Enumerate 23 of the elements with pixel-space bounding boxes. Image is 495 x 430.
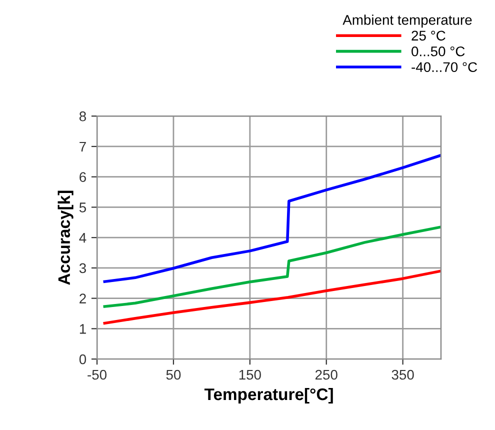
line-series bbox=[103, 270, 442, 325]
y-tick-label: 5 bbox=[79, 202, 86, 212]
y-tick-label: 7 bbox=[80, 142, 86, 152]
x-tick-label: -50 bbox=[88, 370, 107, 380]
y-tick-label: 8 bbox=[79, 111, 86, 122]
y-tick-label: 1 bbox=[80, 324, 86, 334]
x-tick-label: 150 bbox=[239, 370, 261, 380]
legend-label: 0...50 °C bbox=[412, 46, 465, 56]
legend-label: -40...70 °C bbox=[412, 62, 478, 72]
y-tick-label: 6 bbox=[80, 172, 86, 182]
x-axis-title: Temperature[°C] bbox=[204, 388, 333, 404]
y-tick-label: 4 bbox=[79, 233, 86, 243]
legend-title: Ambient temperature bbox=[342, 14, 472, 28]
line-series bbox=[103, 154, 442, 283]
y-axis-title: Accuracy[k] bbox=[58, 190, 74, 285]
x-tick-label: 50 bbox=[166, 370, 181, 380]
legend-label: 25 °C bbox=[412, 30, 446, 41]
x-tick-label: 250 bbox=[315, 370, 338, 380]
y-tick-label: 3 bbox=[79, 263, 86, 274]
y-tick-label: 0 bbox=[79, 354, 86, 364]
y-tick-label: 2 bbox=[80, 294, 86, 304]
x-tick-label: 350 bbox=[392, 370, 414, 380]
line-series bbox=[103, 226, 442, 308]
